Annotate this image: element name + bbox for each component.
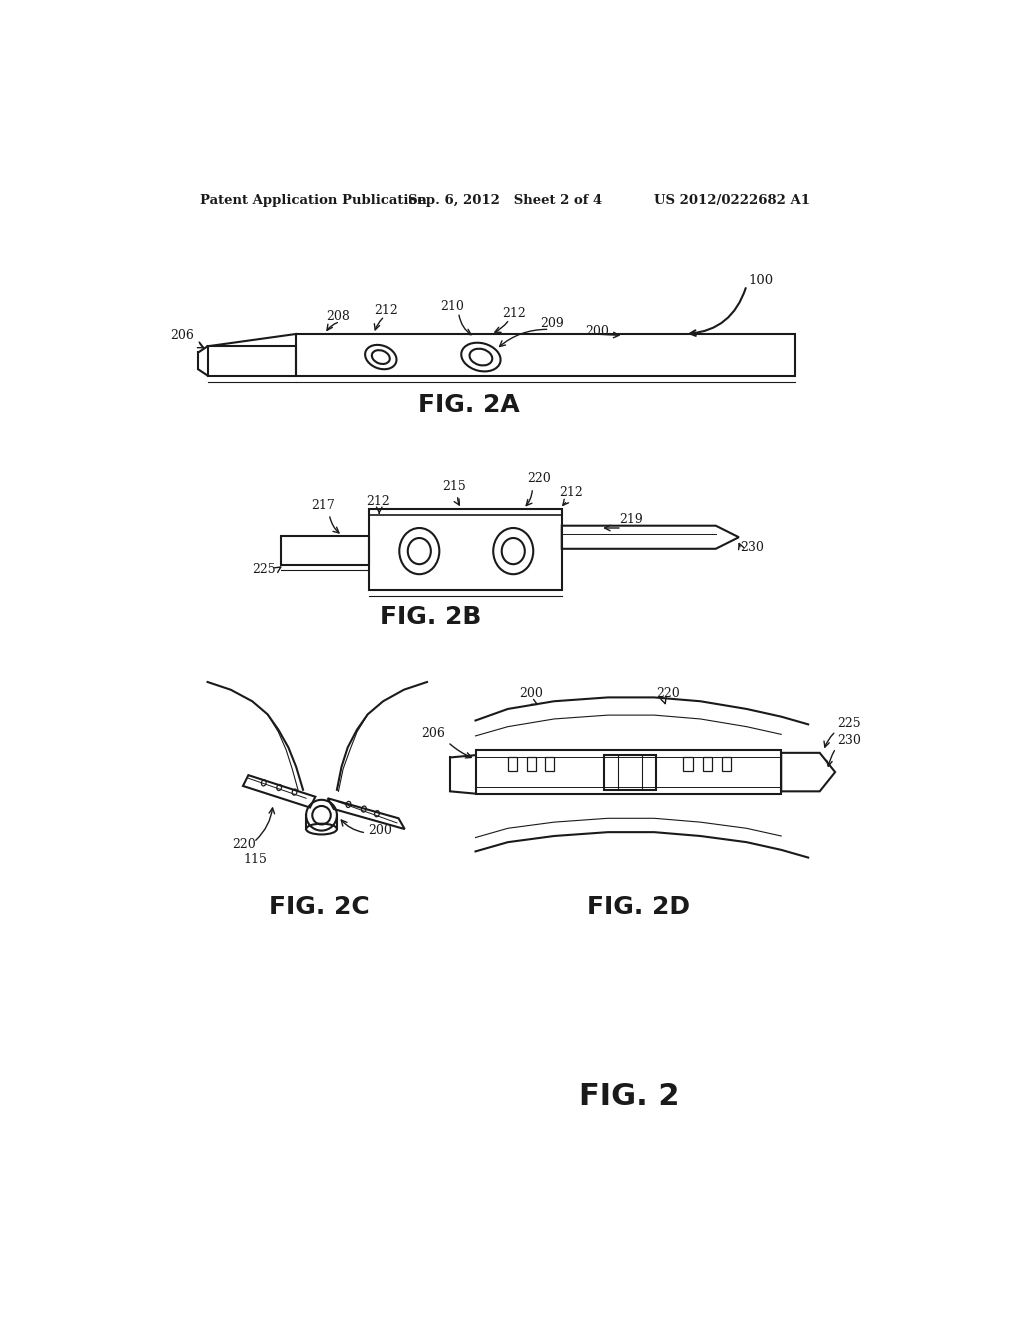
Text: 212: 212 bbox=[502, 308, 526, 321]
Text: 206: 206 bbox=[170, 329, 194, 342]
Bar bbox=[281, 536, 370, 565]
Text: 220: 220 bbox=[656, 688, 680, 701]
Text: 219: 219 bbox=[620, 513, 643, 527]
Text: 206: 206 bbox=[421, 727, 444, 741]
Text: 115: 115 bbox=[244, 853, 267, 866]
Text: 212: 212 bbox=[367, 495, 390, 508]
Text: US 2012/0222682 A1: US 2012/0222682 A1 bbox=[654, 194, 810, 207]
Text: 217: 217 bbox=[311, 499, 335, 512]
Text: 200: 200 bbox=[585, 325, 608, 338]
Text: 208: 208 bbox=[327, 310, 350, 323]
Text: FIG. 2A: FIG. 2A bbox=[419, 393, 520, 417]
Bar bbox=[545, 756, 554, 771]
Text: 220: 220 bbox=[232, 838, 256, 850]
Bar bbox=[296, 334, 795, 376]
Text: 100: 100 bbox=[749, 273, 774, 286]
Bar bbox=[370, 508, 562, 590]
Bar bbox=[604, 755, 655, 789]
Text: 230: 230 bbox=[838, 734, 861, 747]
Text: FIG. 2B: FIG. 2B bbox=[380, 605, 481, 628]
Text: 212: 212 bbox=[375, 305, 398, 317]
Text: 225: 225 bbox=[252, 562, 275, 576]
Text: Patent Application Publication: Patent Application Publication bbox=[200, 194, 427, 207]
Text: FIG. 2D: FIG. 2D bbox=[587, 895, 690, 919]
Text: 210: 210 bbox=[440, 300, 464, 313]
Bar bbox=[683, 756, 692, 771]
Text: Sep. 6, 2012   Sheet 2 of 4: Sep. 6, 2012 Sheet 2 of 4 bbox=[408, 194, 602, 207]
Bar bbox=[527, 756, 537, 771]
Text: 225: 225 bbox=[838, 717, 861, 730]
Text: FIG. 2C: FIG. 2C bbox=[269, 895, 370, 919]
Text: 220: 220 bbox=[526, 471, 551, 484]
Text: 200: 200 bbox=[519, 688, 543, 701]
Bar bbox=[508, 756, 517, 771]
Text: 212: 212 bbox=[559, 486, 583, 499]
Text: FIG. 2: FIG. 2 bbox=[580, 1082, 680, 1110]
Text: 209: 209 bbox=[541, 317, 564, 330]
Text: 215: 215 bbox=[442, 479, 466, 492]
Bar bbox=[722, 756, 731, 771]
Bar bbox=[208, 346, 296, 376]
Bar bbox=[475, 750, 781, 795]
Text: 200: 200 bbox=[368, 825, 391, 837]
Bar bbox=[702, 756, 712, 771]
Text: 230: 230 bbox=[740, 541, 764, 554]
